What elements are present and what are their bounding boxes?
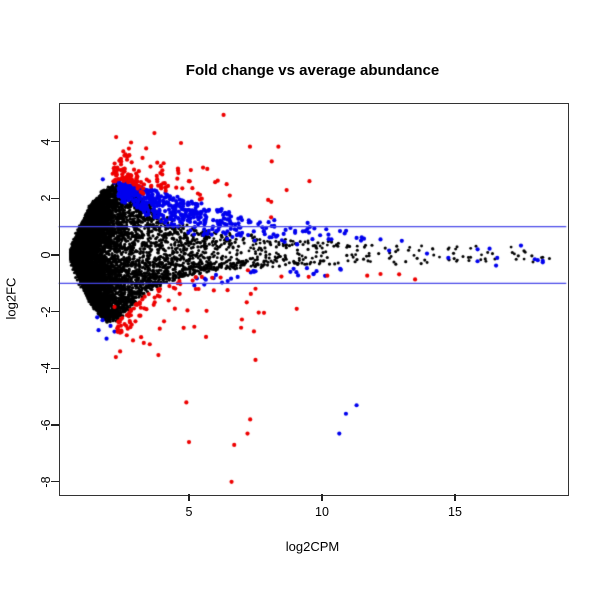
y-tick-label: -8 bbox=[39, 476, 53, 488]
y-tick-label: 2 bbox=[39, 194, 53, 202]
x-axis-tick bbox=[454, 494, 456, 502]
x-axis-tick bbox=[188, 494, 190, 502]
y-axis-tick bbox=[50, 140, 59, 143]
x-tick-label: 5 bbox=[185, 505, 193, 519]
x-axis-label: log2CPM bbox=[285, 539, 340, 554]
y-tick-label: 4 bbox=[39, 138, 53, 146]
y-axis-tick bbox=[50, 481, 59, 483]
y-axis-tick bbox=[50, 311, 59, 313]
y-tick-label: -2 bbox=[39, 306, 53, 318]
y-tick-label: -6 bbox=[39, 419, 53, 431]
x-tick-label: 10 bbox=[315, 505, 329, 519]
y-axis-tick bbox=[50, 254, 59, 256]
y-tick-label: -4 bbox=[39, 362, 53, 374]
chart-title: Fold change vs average abundance bbox=[185, 62, 440, 79]
y-axis-label: log2FC bbox=[3, 277, 19, 320]
x-axis-tick bbox=[321, 494, 323, 502]
x-tick-label: 15 bbox=[448, 505, 462, 519]
y-axis-tick bbox=[50, 197, 59, 199]
y-tick-label: 0 bbox=[39, 251, 53, 259]
plot-border-box bbox=[58, 102, 569, 497]
y-axis-tick bbox=[50, 367, 59, 370]
y-axis-tick bbox=[50, 424, 59, 426]
